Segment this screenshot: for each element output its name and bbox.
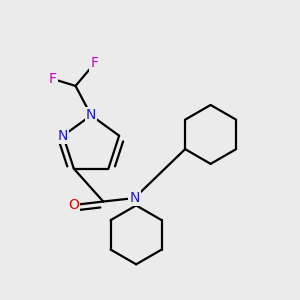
Text: N: N — [129, 191, 140, 205]
Text: N: N — [58, 129, 68, 143]
Text: N: N — [86, 108, 96, 122]
Text: O: O — [68, 198, 79, 212]
Text: F: F — [91, 56, 99, 70]
Text: F: F — [49, 72, 57, 86]
